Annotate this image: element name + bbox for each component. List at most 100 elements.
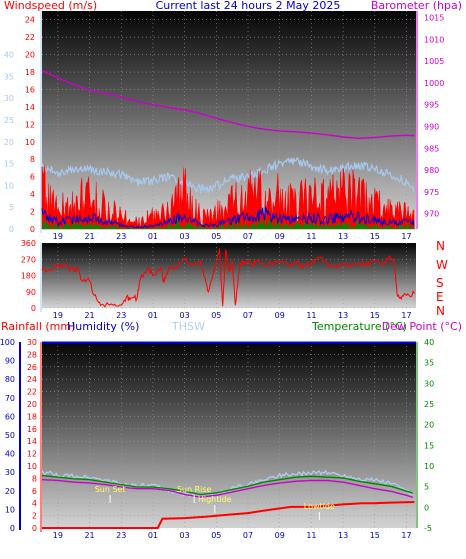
grid-lines — [42, 11, 416, 529]
windspeed-tick-label: 16 — [25, 85, 35, 94]
barometer-series-line — [41, 70, 415, 140]
gust-tick-label: 5 — [9, 203, 14, 212]
time-tick-label: 05 — [211, 232, 221, 241]
direction-label-e: E — [436, 290, 444, 304]
time-tick-label: 05 — [211, 311, 221, 320]
time-tick-label: 07 — [243, 531, 253, 540]
sunset-event-label: Sun Set — [95, 485, 126, 494]
temperature-tick-label: 5 — [424, 483, 429, 492]
barometer-tick-label: 980 — [424, 166, 439, 175]
rainfall-tick-label: 16 — [27, 425, 37, 434]
windspeed-tick-label: 22 — [25, 33, 35, 42]
rainfall-tick-label: 24 — [27, 375, 37, 384]
rainfall-tick-label: 22 — [27, 388, 37, 397]
temperature-tick-label: 35 — [424, 359, 434, 368]
rainfall-tick-label: 28 — [27, 350, 37, 359]
humidity-tick-label: 0 — [10, 524, 15, 533]
rainfall-tick-label: 30 — [27, 338, 37, 347]
barometer-tick-label: 1010 — [424, 35, 444, 44]
time-tick-label: 11 — [306, 232, 316, 241]
rainfall-tick-label: 4 — [32, 499, 37, 508]
barometer-tick-label: 990 — [424, 123, 439, 132]
barometer-tick-label: 975 — [424, 188, 439, 197]
rainfall-tick-label: 14 — [27, 437, 37, 446]
humidity-tick-label: 70 — [5, 394, 15, 403]
hightide-event-label: Hightide — [198, 495, 232, 504]
direction-tick-label: 360 — [21, 239, 36, 248]
time-tick-label: 17 — [401, 311, 411, 320]
gust-tick-label: 40 — [4, 51, 14, 60]
barometer-tick-label: 970 — [424, 210, 439, 219]
rainfall-tick-label: 20 — [27, 400, 37, 409]
windspeed-tick-label: 24 — [25, 16, 35, 25]
windspeed-tick-label: 6 — [30, 173, 35, 182]
time-tick-label: 07 — [243, 232, 253, 241]
time-tick-label: 17 — [401, 232, 411, 241]
time-tick-label: 19 — [53, 531, 63, 540]
time-tick-label: 01 — [148, 531, 158, 540]
barometer-axis-title: Barometer (hpa) — [371, 0, 462, 12]
direction-tick-label: 270 — [21, 255, 36, 264]
barometer-tick-label: 1005 — [424, 57, 444, 66]
time-tick-label: 03 — [180, 531, 190, 540]
direction-label-w: W — [436, 258, 448, 272]
direction-tick-label: 180 — [21, 272, 36, 281]
direction-tick-label: 90 — [26, 288, 36, 297]
rainfall-tick-label: 8 — [32, 474, 37, 483]
humidity-tick-label: 40 — [5, 450, 15, 459]
direction-plot-area — [42, 243, 416, 308]
time-tick-label: 13 — [338, 311, 348, 320]
humidity-tick-label: 60 — [5, 412, 15, 421]
sunrise-event-label: Sun Rise — [177, 485, 212, 494]
axis-ticks: 0246810121416182022240510152025303540970… — [0, 11, 444, 540]
barometer-tick-label: 1000 — [424, 79, 444, 88]
windspeed-tick-label: 10 — [25, 138, 35, 147]
time-tick-label: 15 — [370, 531, 380, 540]
temperature-tick-label: -5 — [424, 524, 432, 533]
humidity-tick-label: 90 — [5, 357, 15, 366]
time-tick-label: 01 — [148, 311, 158, 320]
wind-green-series-area — [42, 215, 415, 229]
time-tick-label: 15 — [370, 232, 380, 241]
barometer-tick-label: 985 — [424, 144, 439, 153]
time-tick-label: 15 — [370, 311, 380, 320]
gust-tick-label: 35 — [4, 72, 14, 81]
time-tick-label: 05 — [211, 531, 221, 540]
barometer-tick-label: 1015 — [424, 14, 444, 23]
direction-label-n-top: N — [436, 239, 445, 253]
humidity-tick-label: 50 — [5, 431, 15, 440]
time-tick-label: 03 — [180, 311, 190, 320]
windspeed-axis-title: Windspeed (m/s) — [4, 0, 97, 12]
dewpoint-axis-title: Dew Point (°C) — [382, 320, 462, 333]
lowtide-event-label: Lowtide — [304, 502, 335, 511]
time-tick-label: 23 — [116, 531, 126, 540]
time-tick-label: 13 — [338, 531, 348, 540]
rainfall-tick-label: 18 — [27, 412, 37, 421]
time-tick-label: 17 — [401, 531, 411, 540]
windspeed-tick-label: 20 — [25, 51, 35, 60]
rainfall-tick-label: 2 — [32, 512, 37, 521]
wind-direction-series-line — [41, 248, 415, 308]
windspeed-tick-label: 2 — [30, 208, 35, 217]
windspeed-tick-label: 4 — [30, 190, 35, 199]
rainfall-tick-label: 26 — [27, 363, 37, 372]
humidity-tick-label: 100 — [0, 338, 15, 347]
rainfall-axis-title: Rainfall (mm) — [1, 320, 75, 333]
gust-tick-label: 30 — [4, 94, 14, 103]
time-tick-label: 07 — [243, 311, 253, 320]
time-tick-label: 23 — [116, 311, 126, 320]
time-tick-label: 11 — [306, 531, 316, 540]
temperature-tick-label: 20 — [424, 421, 434, 430]
time-tick-label: 13 — [338, 232, 348, 241]
windspeed-tick-label: 18 — [25, 68, 35, 77]
humidity-tick-label: 20 — [5, 487, 15, 496]
windspeed-tick-label: 0 — [30, 225, 35, 234]
windspeed-tick-label: 8 — [30, 155, 35, 164]
time-tick-label: 21 — [84, 311, 94, 320]
humidity-tick-label: 80 — [5, 375, 15, 384]
direction-label-s: S — [436, 276, 444, 290]
time-tick-label: 21 — [84, 531, 94, 540]
